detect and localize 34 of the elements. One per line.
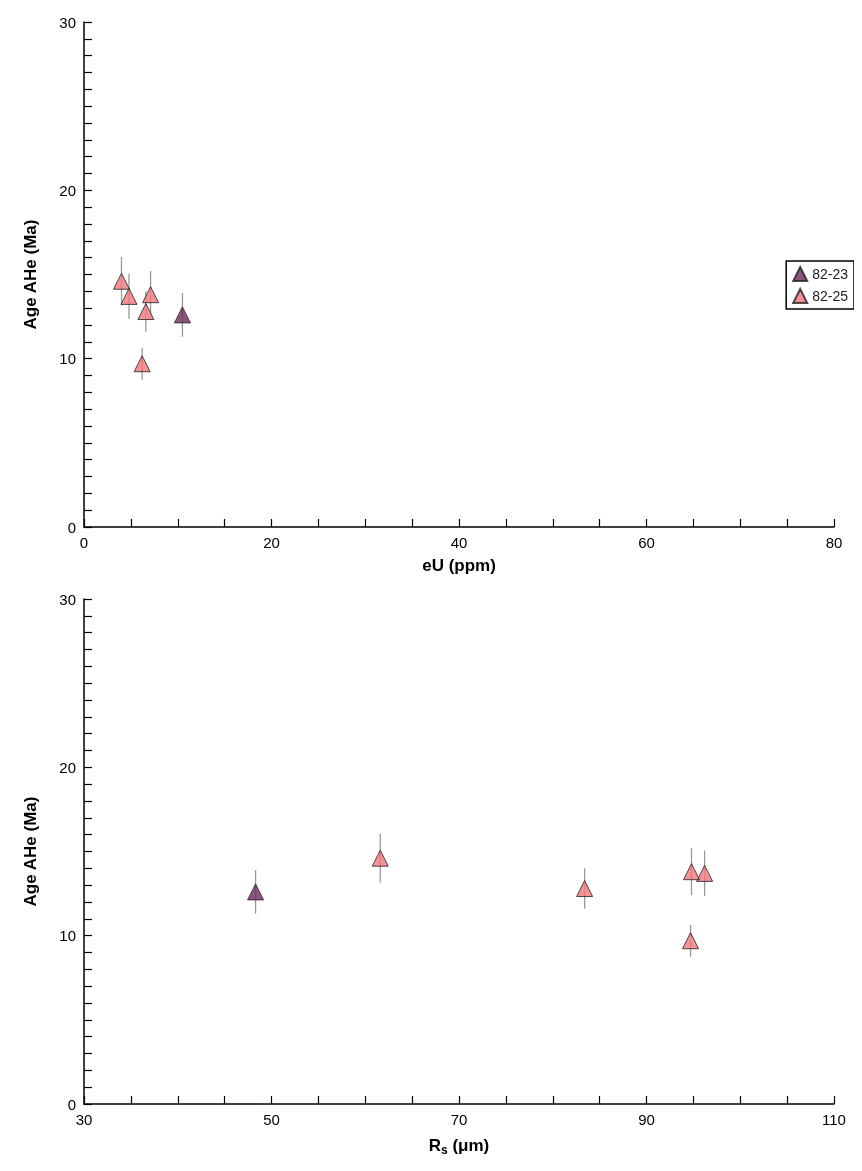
y-tick-label: 20: [59, 758, 76, 776]
point: [371, 849, 389, 867]
legend-label: 82-23: [812, 266, 849, 282]
point: [173, 306, 191, 324]
point: [682, 932, 700, 950]
y-tick-label: 0: [67, 1095, 76, 1113]
x-tick-label: 50: [263, 1111, 280, 1128]
x-tick-label: 110: [822, 1111, 846, 1128]
point: [137, 303, 155, 321]
x-axis-title: eU (ppm): [422, 556, 496, 575]
point: [113, 272, 130, 290]
point: [683, 863, 700, 881]
x-tick-label: 70: [450, 1111, 468, 1128]
y-tick-label: 20: [59, 181, 76, 199]
point: [576, 880, 594, 898]
y-tick-label: 30: [59, 590, 76, 608]
x-tick-label: 90: [638, 1111, 655, 1128]
point: [133, 355, 151, 373]
x-tick-label: 60: [638, 534, 655, 551]
x-tick-label: 40: [450, 534, 468, 551]
point: [247, 883, 265, 901]
y-tick-label: 0: [67, 518, 76, 536]
y-tick-label: 10: [59, 350, 76, 368]
point: [120, 287, 138, 305]
legend-label: 82-25: [812, 288, 849, 304]
x-tick-label: 0: [79, 534, 89, 551]
x-tick-label: 80: [825, 534, 843, 551]
point: [696, 864, 714, 882]
x-tick-label: 20: [263, 534, 280, 551]
y-tick-label: 30: [59, 13, 76, 31]
y-tick-label: 10: [59, 927, 76, 945]
point: [142, 286, 160, 304]
y-axis-title: Age AHe (Ma): [21, 796, 40, 907]
y-axis-title: Age AHe (Ma): [21, 219, 40, 330]
